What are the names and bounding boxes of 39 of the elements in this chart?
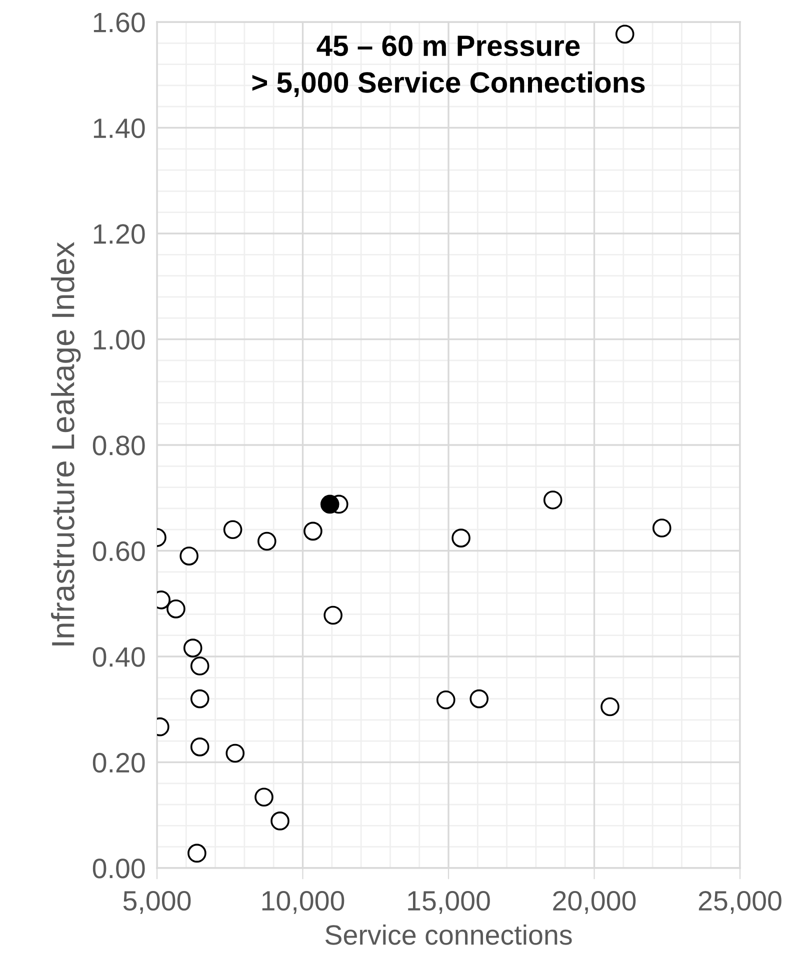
point <box>190 656 210 676</box>
point <box>324 606 342 625</box>
point <box>304 522 322 541</box>
point <box>270 812 290 830</box>
y-tick-label: 0.60 <box>92 541 145 562</box>
text: 45 – 60 m Pressure > 5,000 Service Connections <box>252 35 645 98</box>
point <box>254 788 274 807</box>
x-tick-label: 5,000 <box>123 890 191 914</box>
y-tick-label: 1.40 <box>94 118 145 138</box>
point <box>183 638 202 658</box>
x-axis-title: Service connections <box>325 924 572 945</box>
x-tick-label: 25,000 <box>698 890 782 914</box>
point <box>223 520 242 540</box>
point <box>436 690 456 710</box>
point <box>320 494 340 514</box>
y-tick-label: 0.00 <box>92 858 145 878</box>
y-tick-label: 0.40 <box>92 647 145 667</box>
point <box>615 24 634 44</box>
point <box>652 518 672 538</box>
y-tick-label: 1.20 <box>94 224 145 244</box>
point <box>600 697 620 716</box>
y-tick-label: 1.60 <box>94 12 145 32</box>
point <box>190 689 210 708</box>
y-tick-label: 1.00 <box>94 330 145 350</box>
point <box>180 546 198 566</box>
point <box>452 528 470 548</box>
point <box>543 490 562 510</box>
x-tick-label: 15,000 <box>408 890 490 914</box>
point <box>190 738 210 756</box>
point <box>257 532 276 551</box>
x-tick-label: 20,000 <box>553 890 636 914</box>
y-tick-label: 0.80 <box>92 436 145 456</box>
y-tick-label: 0.20 <box>92 752 145 773</box>
point <box>226 744 245 763</box>
point <box>470 689 489 708</box>
point <box>166 600 186 618</box>
y-axis-title: Infrastructure Leakage Index <box>50 242 81 646</box>
point <box>188 844 206 863</box>
x-tick-label: 10,000 <box>262 890 344 914</box>
